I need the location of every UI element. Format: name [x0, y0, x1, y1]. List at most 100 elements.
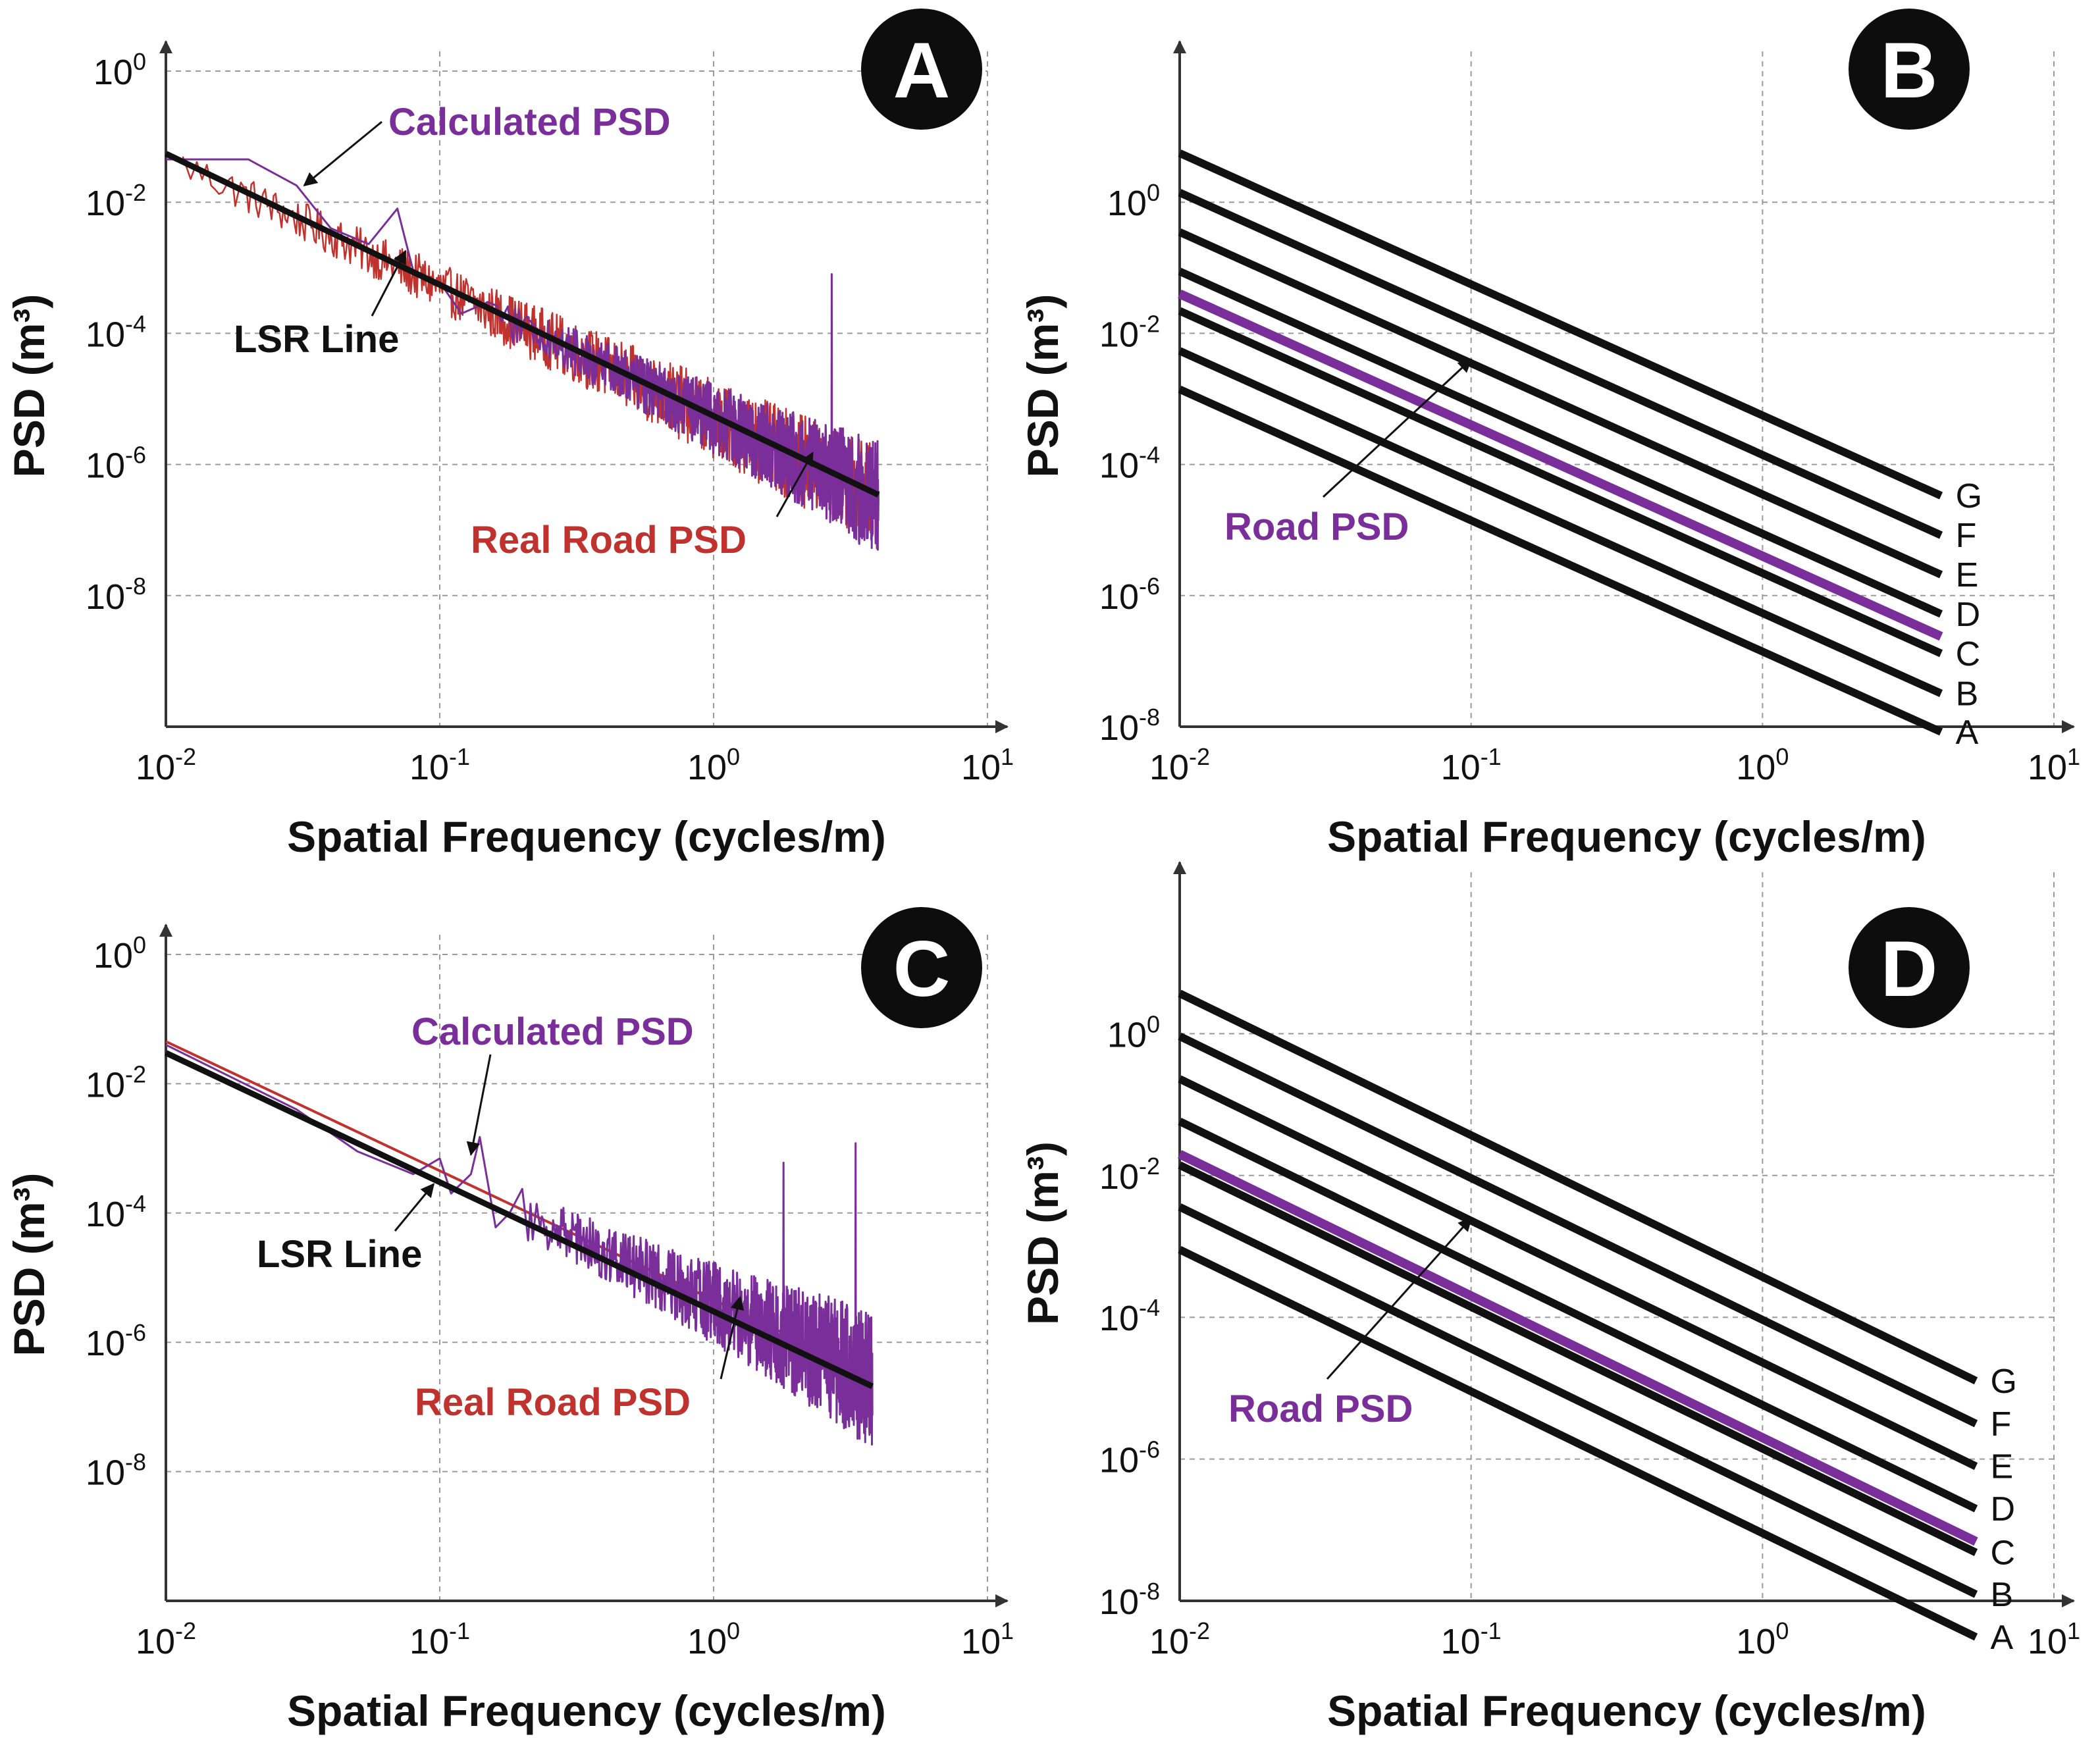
panel-badge: C [861, 907, 982, 1028]
x-tick-label: 10-1 [409, 743, 470, 787]
annotation-real-road-psd: Real Road PSD [415, 1381, 691, 1424]
plot-area [165, 151, 880, 551]
class-label-c: C [1991, 1534, 2016, 1573]
y-axis-title: PSD (m³) [5, 294, 53, 478]
annotation-road-psd: Road PSD [1228, 1388, 1413, 1430]
y-tick-label: 100 [93, 931, 146, 976]
road-psd-line [1177, 1150, 1978, 1546]
x-axis-title: Spatial Frequency (cycles/m) [1327, 1686, 1926, 1735]
x-axis-title: Spatial Frequency (cycles/m) [1327, 812, 1926, 861]
x-axis-title: Spatial Frequency (cycles/m) [287, 812, 886, 861]
class-label-e: E [1956, 556, 1979, 594]
plot-area [1177, 989, 1978, 1641]
plot-area [1178, 149, 1943, 736]
class-label-g: G [1991, 1363, 2017, 1401]
annotation-arrow [775, 452, 814, 517]
panel-d: 10-2 10-1 100 101 10-8 10-6 10-4 10-2 100 Spatial… [1018, 861, 2080, 1735]
y-axis-title: PSD (m³) [1018, 294, 1067, 478]
class-label-f: F [1956, 517, 1977, 555]
grid [166, 51, 988, 727]
x-tick-label: 100 [687, 743, 740, 787]
panel-badge: A [861, 9, 982, 130]
panel-b: 10-2 10-1 100 101 10-8 10-6 10-4 10-2 100 Spatial… [1018, 9, 2080, 861]
class-line-f [1178, 1032, 1978, 1428]
annotation-calculated-psd: Calculated PSD [388, 101, 671, 143]
class-line-a [1178, 1246, 1978, 1641]
panel-badge-label: B [1881, 26, 1938, 115]
x-tick-label: 100 [687, 1617, 740, 1661]
x-tick-label: 10-2 [136, 743, 196, 787]
panel-badge-label: D [1881, 925, 1938, 1013]
panel-badge: D [1849, 907, 1970, 1028]
class-label-a: A [1991, 1619, 2014, 1657]
y-tick-label: 10-6 [1099, 1436, 1160, 1480]
x-tick-label: 101 [961, 743, 1014, 787]
y-tick-label: 10-6 [1099, 573, 1160, 617]
annotation-calculated-psd: Calculated PSD [411, 1010, 694, 1053]
annotation-lsr-line: LSR Line [234, 318, 399, 361]
panel-badge-circle [861, 9, 982, 130]
x-tick-label: 10-1 [1441, 1617, 1502, 1661]
plot-area [165, 1040, 874, 1446]
y-tick-label: 10-4 [1099, 442, 1160, 486]
y-tick-label: 10-4 [86, 1190, 146, 1234]
class-label-c: C [1956, 635, 1981, 673]
class-line-e [1178, 228, 1943, 579]
panel-c: 10-2 10-1 100 101 10-8 10-6 10-4 10-2 100 Spatial… [5, 907, 1014, 1735]
x-tick-label: 10-1 [1441, 743, 1502, 787]
annotation-arrow [1326, 1217, 1473, 1380]
annotation-arrow [394, 1183, 435, 1232]
class-label-a: A [1956, 714, 1979, 752]
class-line-g [1178, 149, 1943, 500]
class-line-g [1178, 989, 1978, 1385]
road-psd-line [1178, 290, 1943, 641]
panel-a: 10-2 10-1 100 101 10-8 10-6 10-4 10-2 100 Spatial… [5, 9, 1014, 861]
annotation-arrow [303, 120, 382, 187]
class-line-b [1178, 347, 1943, 697]
y-tick-label: 10-4 [1099, 1294, 1160, 1338]
class-line-d [1178, 267, 1943, 618]
panel-badge-circle [1849, 9, 1970, 130]
y-tick-label: 10-8 [86, 1449, 146, 1493]
panel-badge: B [1849, 9, 1970, 130]
y-axis-title: PSD (m³) [1018, 1141, 1067, 1325]
y-tick-label: 10-8 [1099, 1578, 1160, 1622]
annotation-real-road-psd: Real Road PSD [471, 519, 747, 561]
class-label-b: B [1991, 1576, 2014, 1614]
y-tick-label: 10-6 [86, 442, 146, 486]
x-tick-label: 101 [2028, 743, 2080, 787]
class-line-a [1178, 385, 1943, 736]
x-tick-label: 10-2 [1149, 743, 1210, 787]
class-label-d: D [1991, 1490, 2016, 1528]
class-line-e [1178, 1075, 1978, 1471]
x-tick-label: 101 [961, 1617, 1014, 1661]
y-tick-label: 10-2 [86, 1060, 146, 1105]
x-tick-label: 10-2 [136, 1617, 196, 1661]
y-tick-label: 10-2 [86, 179, 146, 223]
annotation-arrow [1322, 358, 1473, 498]
panel-badge-circle [861, 907, 982, 1028]
lsr-line-line [165, 151, 880, 498]
y-tick-label: 10-4 [86, 310, 146, 354]
class-line-f [1178, 189, 1943, 539]
y-tick-label: 100 [1107, 179, 1160, 223]
annotation-road-psd: Road PSD [1224, 506, 1409, 548]
class-label-g: G [1956, 477, 1982, 515]
y-tick-label: 10-2 [1099, 1153, 1160, 1197]
x-tick-label: 101 [2028, 1617, 2080, 1661]
x-tick-label: 10-1 [409, 1617, 470, 1661]
class-line-b [1178, 1203, 1978, 1598]
x-tick-label: 10-2 [1149, 1617, 1210, 1661]
class-line-c [1178, 1161, 1978, 1557]
y-tick-label: 100 [93, 48, 146, 92]
annotation-lsr-line: LSR Line [257, 1233, 422, 1276]
x-axis-title: Spatial Frequency (cycles/m) [287, 1686, 886, 1735]
class-line-c [1178, 307, 1943, 658]
panel-badge-label: A [893, 26, 951, 115]
class-label-e: E [1991, 1448, 2014, 1486]
y-tick-label: 10-8 [86, 573, 146, 617]
panel-badge-circle [1849, 907, 1970, 1028]
class-label-f: F [1991, 1405, 2012, 1444]
y-tick-label: 10-2 [1099, 310, 1160, 354]
